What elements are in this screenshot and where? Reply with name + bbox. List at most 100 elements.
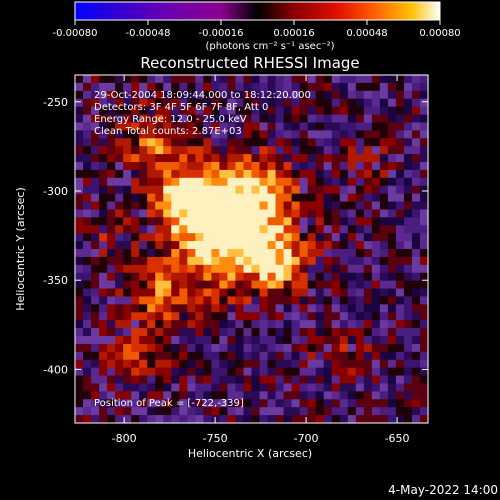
heatmap-cell [147,249,156,258]
heatmap-cell [107,106,116,116]
heatmap-cell [219,280,229,290]
heatmap-cell [323,280,333,290]
heatmap-cell [419,162,429,171]
heatmap-cell [179,82,188,92]
heatmap-cell [403,375,413,385]
heatmap-cell [347,185,357,195]
heatmap-cell [259,391,269,400]
heatmap-cell [219,201,229,211]
heatmap-cell [251,264,261,274]
heatmap-cell [115,177,124,187]
heatmap-cell [323,312,333,321]
heatmap-cell [219,217,229,226]
heatmap-cell [243,114,253,124]
heatmap-cell [171,367,180,377]
heatmap-cell [227,264,237,274]
heatmap-cell [83,320,92,329]
heatmap-cell [363,201,373,211]
heatmap-cell [315,75,325,84]
peak-position-label: Position of Peak = [-722,-339] [94,398,244,409]
heatmap-cell [355,122,365,131]
heatmap-cell [299,130,309,139]
heatmap-cell [219,320,229,329]
heatmap-cell [99,98,108,108]
heatmap-cell [419,280,429,290]
heatmap-cell [243,304,253,313]
heatmap-cell [163,336,172,345]
heatmap-cell [387,296,397,305]
heatmap-cell [355,241,365,250]
heatmap-cell [107,209,116,218]
heatmap-cell [179,138,188,147]
heatmap-cell [283,169,293,179]
heatmap-cell [251,138,261,147]
heatmap-cell [195,304,204,313]
heatmap-cell [395,106,405,116]
heatmap-cell [339,209,349,218]
heatmap-cell [99,415,108,424]
heatmap-cell [251,185,261,195]
heatmap-cell [339,201,349,211]
heatmap-cell [211,391,221,400]
heatmap-cell [331,383,341,392]
heatmap-cell [243,288,253,298]
heatmap-cell [411,162,421,171]
heatmap-cell [187,193,196,203]
heatmap-cell [411,98,421,108]
heatmap-cell [91,98,100,108]
heatmap-cell [139,336,148,345]
heatmap-cell [355,288,365,298]
heatmap-cell [195,407,204,416]
heatmap-cell [355,367,365,377]
heatmap-cell [419,82,429,92]
heatmap-cell [283,359,293,369]
heatmap-cell [315,193,325,203]
heatmap-cell [411,82,421,92]
heatmap-cell [235,391,245,400]
heatmap-cell [315,122,325,131]
heatmap-cell [203,375,212,385]
heatmap-cell [219,146,229,155]
heatmap-cell [323,122,333,131]
heatmap-cell [291,288,301,298]
heatmap-cell [363,264,373,274]
heatmap-cell [99,169,108,179]
heatmap-cell [323,375,333,385]
heatmap-cell [315,241,325,250]
heatmap-cell [75,359,84,369]
heatmap-cell [339,336,349,345]
heatmap-cell [299,185,309,195]
heatmap-cell [107,343,116,353]
heatmap-cell [387,209,397,218]
heatmap-cell [291,249,301,258]
heatmap-cell [99,249,108,258]
heatmap-cell [243,146,253,155]
heatmap-cell [91,288,100,298]
heatmap-cell [347,169,357,179]
heatmap-cell [283,320,293,329]
heatmap-cell [131,177,140,187]
heatmap-cell [411,241,421,250]
heatmap-cell [75,193,84,203]
heatmap-cell [275,375,285,385]
heatmap-cell [307,320,317,329]
heatmap-cell [163,415,172,424]
heatmap-cell [419,90,429,100]
heatmap-cell [307,272,317,282]
heatmap-cell [339,90,349,100]
heatmap-cell [195,367,204,377]
heatmap-cell [291,233,301,242]
heatmap-cell [211,225,221,234]
heatmap-cell [315,304,325,313]
heatmap-cell [115,280,124,290]
heatmap-cell [195,280,204,290]
heatmap-cell [83,169,92,179]
heatmap-cell [171,169,180,179]
heatmap-cell [267,82,277,92]
heatmap-cell [155,304,164,313]
heatmap-cell [291,280,301,290]
heatmap-cell [99,328,108,337]
heatmap-cell [307,249,317,258]
heatmap-cell [123,138,132,147]
heatmap-cell [123,146,132,155]
